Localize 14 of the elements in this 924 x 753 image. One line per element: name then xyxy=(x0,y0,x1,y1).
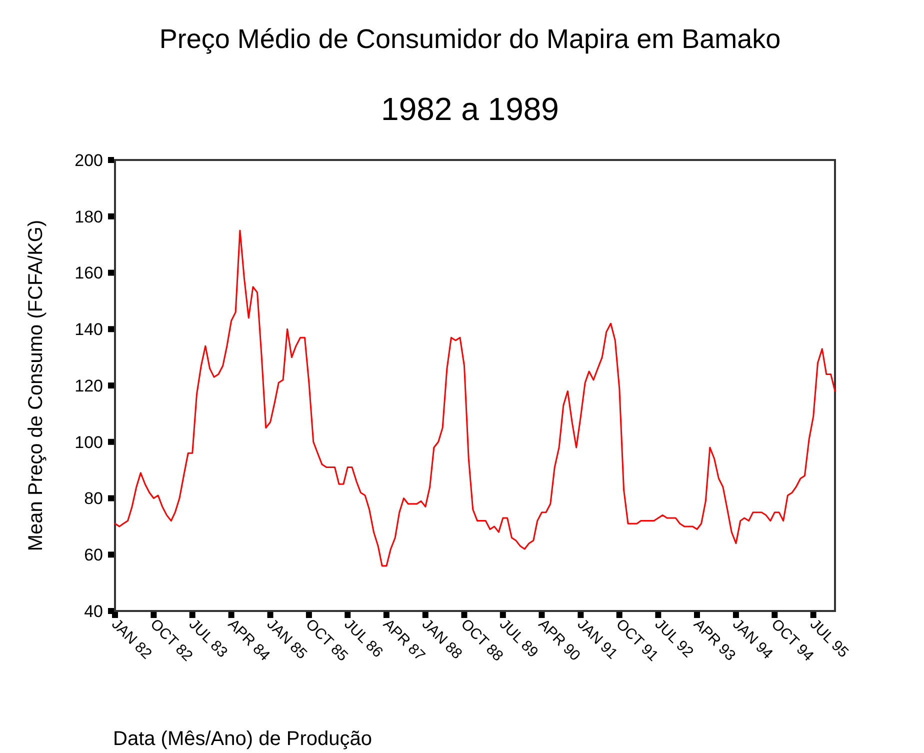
x-axis-title: Data (Mês/Ano) de Produção xyxy=(113,728,372,750)
y-axis-title: Mean Preço de Consumo (FCFA/KG) xyxy=(25,220,47,552)
chart-subtitle: 1982 a 1989 xyxy=(381,91,559,127)
y-tick-label: 140 xyxy=(74,320,103,340)
y-tick-label: 40 xyxy=(84,602,103,621)
y-tick-label: 80 xyxy=(84,489,103,508)
y-tick-label: 100 xyxy=(74,432,103,452)
y-tick-label: 180 xyxy=(74,207,103,226)
line-series xyxy=(114,230,836,567)
y-tick-label: 120 xyxy=(74,376,103,396)
chart-title: Preço Médio de Consumidor do Mapira em Bamako xyxy=(159,24,781,54)
y-tick-label: 200 xyxy=(74,150,103,170)
y-tick-label: 160 xyxy=(74,264,103,283)
y-tick-label: 60 xyxy=(84,546,103,565)
